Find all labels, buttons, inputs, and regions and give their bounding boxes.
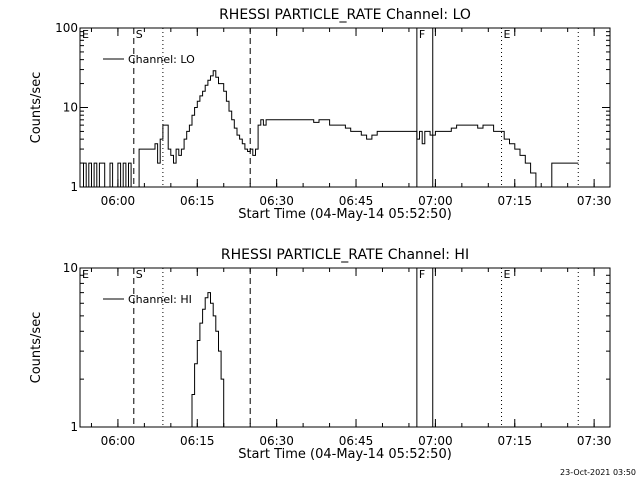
panel2-event-marker-label: S bbox=[136, 268, 143, 281]
panel2-event-marker-label: F bbox=[419, 268, 425, 281]
panel1-event-marker-label: F bbox=[419, 28, 425, 41]
panel2-x-axis-label: Start Time (04-May-14 05:52:50) bbox=[238, 447, 452, 462]
panel2-x-tick-label: 06:15 bbox=[180, 434, 215, 448]
panel2-x-tick-label: 06:00 bbox=[101, 434, 136, 448]
panel1-x-tick-label: 06:30 bbox=[259, 194, 294, 208]
panel1-legend-label: Channel: LO bbox=[128, 53, 195, 66]
panel1-x-axis-label: Start Time (04-May-14 05:52:50) bbox=[238, 207, 452, 222]
panel2-x-tick-label: 07:30 bbox=[577, 434, 612, 448]
panel1-y-tick-label: 100 bbox=[55, 21, 78, 35]
panel1-y-axis-label: Counts/sec bbox=[29, 72, 44, 144]
panel1-event-marker-label: E bbox=[82, 28, 89, 41]
panel1-series-line bbox=[80, 70, 579, 188]
panel1-x-tick-label: 07:30 bbox=[577, 194, 612, 208]
panel1-y-tick-label: 1 bbox=[70, 180, 78, 194]
panel2-y-tick-label: 1 bbox=[70, 420, 78, 434]
panel2-series-line bbox=[189, 292, 225, 428]
panel2-plot-frame bbox=[79, 267, 611, 428]
panel2-x-tick-label: 06:45 bbox=[339, 434, 374, 448]
panel1-y-tick-label: 10 bbox=[63, 101, 78, 115]
panel1-x-tick-label: 07:00 bbox=[418, 194, 453, 208]
generation-timestamp: 23-Oct-2021 03:50 bbox=[560, 468, 636, 477]
panel2-y-tick-label: 10 bbox=[63, 261, 78, 275]
panel2-legend-label: Channel: HI bbox=[128, 293, 192, 306]
panel2-x-tick-label: 06:30 bbox=[259, 434, 294, 448]
panel1-x-tick-label: 06:45 bbox=[339, 194, 374, 208]
panel1-event-marker-label: E bbox=[504, 28, 511, 41]
panel1-x-tick-label: 06:00 bbox=[101, 194, 136, 208]
panel1-event-marker-label: S bbox=[136, 28, 143, 41]
panel2-x-tick-label: 07:00 bbox=[418, 434, 453, 448]
panel2-event-marker-label: E bbox=[504, 268, 511, 281]
panel1-title: RHESSI PARTICLE_RATE Channel: LO bbox=[219, 7, 471, 23]
panel1-x-tick-label: 07:15 bbox=[497, 194, 532, 208]
panel2-y-axis-label: Counts/sec bbox=[29, 312, 44, 384]
panel2-event-marker-label: E bbox=[82, 268, 89, 281]
panel1-x-tick-label: 06:15 bbox=[180, 194, 215, 208]
panel2-x-tick-label: 07:15 bbox=[497, 434, 532, 448]
panel2-title: RHESSI PARTICLE_RATE Channel: HI bbox=[221, 247, 469, 263]
